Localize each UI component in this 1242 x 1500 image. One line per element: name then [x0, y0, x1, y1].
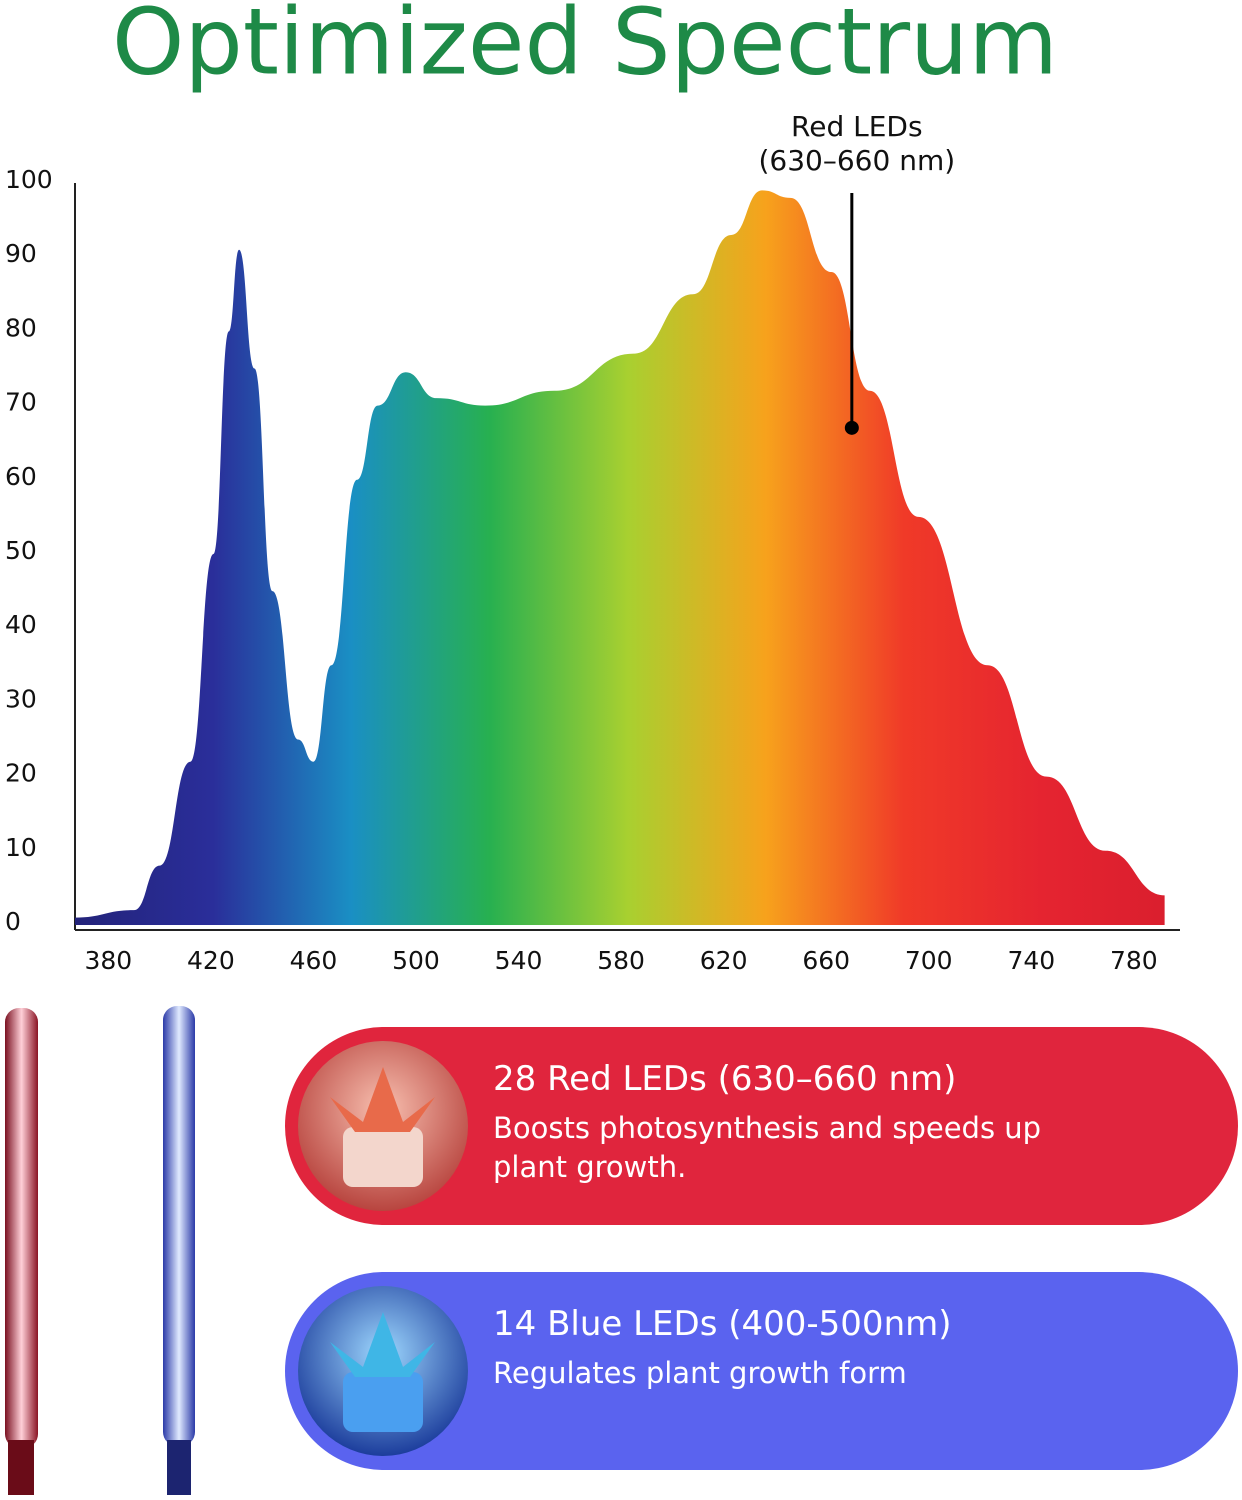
- card-text: Regulates plant growth form: [493, 1356, 907, 1390]
- blue-card: 14 Blue LEDs (400-500nm) Regulates plant …: [285, 1272, 1238, 1470]
- blue-plant-photo: [298, 1286, 468, 1456]
- y-tick-label: 50: [5, 536, 37, 565]
- card-title: 28 Red LEDs (630–660 nm): [493, 1059, 957, 1099]
- y-tick-label: 60: [5, 462, 37, 491]
- y-tick-label: 20: [5, 759, 37, 788]
- y-tick-label: 80: [5, 313, 37, 342]
- chart-title: Optimized Spectrum: [112, 0, 1058, 95]
- x-tick-label: 380: [84, 946, 132, 975]
- x-tick-label: 700: [905, 946, 953, 975]
- red-plant-photo: [298, 1041, 468, 1211]
- y-tick-label: 40: [5, 610, 37, 639]
- y-tick-label: 100: [5, 165, 53, 194]
- x-tick-label: 460: [290, 946, 338, 975]
- x-tick-label: 620: [700, 946, 748, 975]
- y-tick-label: 70: [5, 388, 37, 417]
- annotation-point: [844, 420, 859, 435]
- x-tick-label: 740: [1007, 946, 1055, 975]
- y-tick-label: 90: [5, 239, 37, 268]
- x-tick-label: 500: [392, 946, 440, 975]
- red-card: 28 Red LEDs (630–660 nm) Boosts photosynt…: [285, 1027, 1238, 1225]
- card-text: Boosts photosynthesis and speeds up plan…: [493, 1111, 1042, 1184]
- x-tick-label: 540: [495, 946, 543, 975]
- x-tick-label: 420: [187, 946, 235, 975]
- spectrum-area: [75, 190, 1165, 926]
- x-tick-label: 660: [802, 946, 850, 975]
- annotation-text: (630–660 nm): [759, 144, 956, 177]
- x-tick-label: 780: [1110, 946, 1158, 975]
- y-tick-label: 30: [5, 684, 37, 713]
- card-title: 14 Blue LEDs (400-500nm): [493, 1304, 952, 1344]
- red-led-tube: [5, 1008, 38, 1495]
- x-tick-label: 580: [597, 946, 645, 975]
- y-tick-label: 0: [5, 907, 21, 936]
- blue-led-tube: [163, 1006, 195, 1495]
- y-tick-label: 10: [5, 833, 37, 862]
- annotation-text: Red LEDs: [791, 110, 923, 143]
